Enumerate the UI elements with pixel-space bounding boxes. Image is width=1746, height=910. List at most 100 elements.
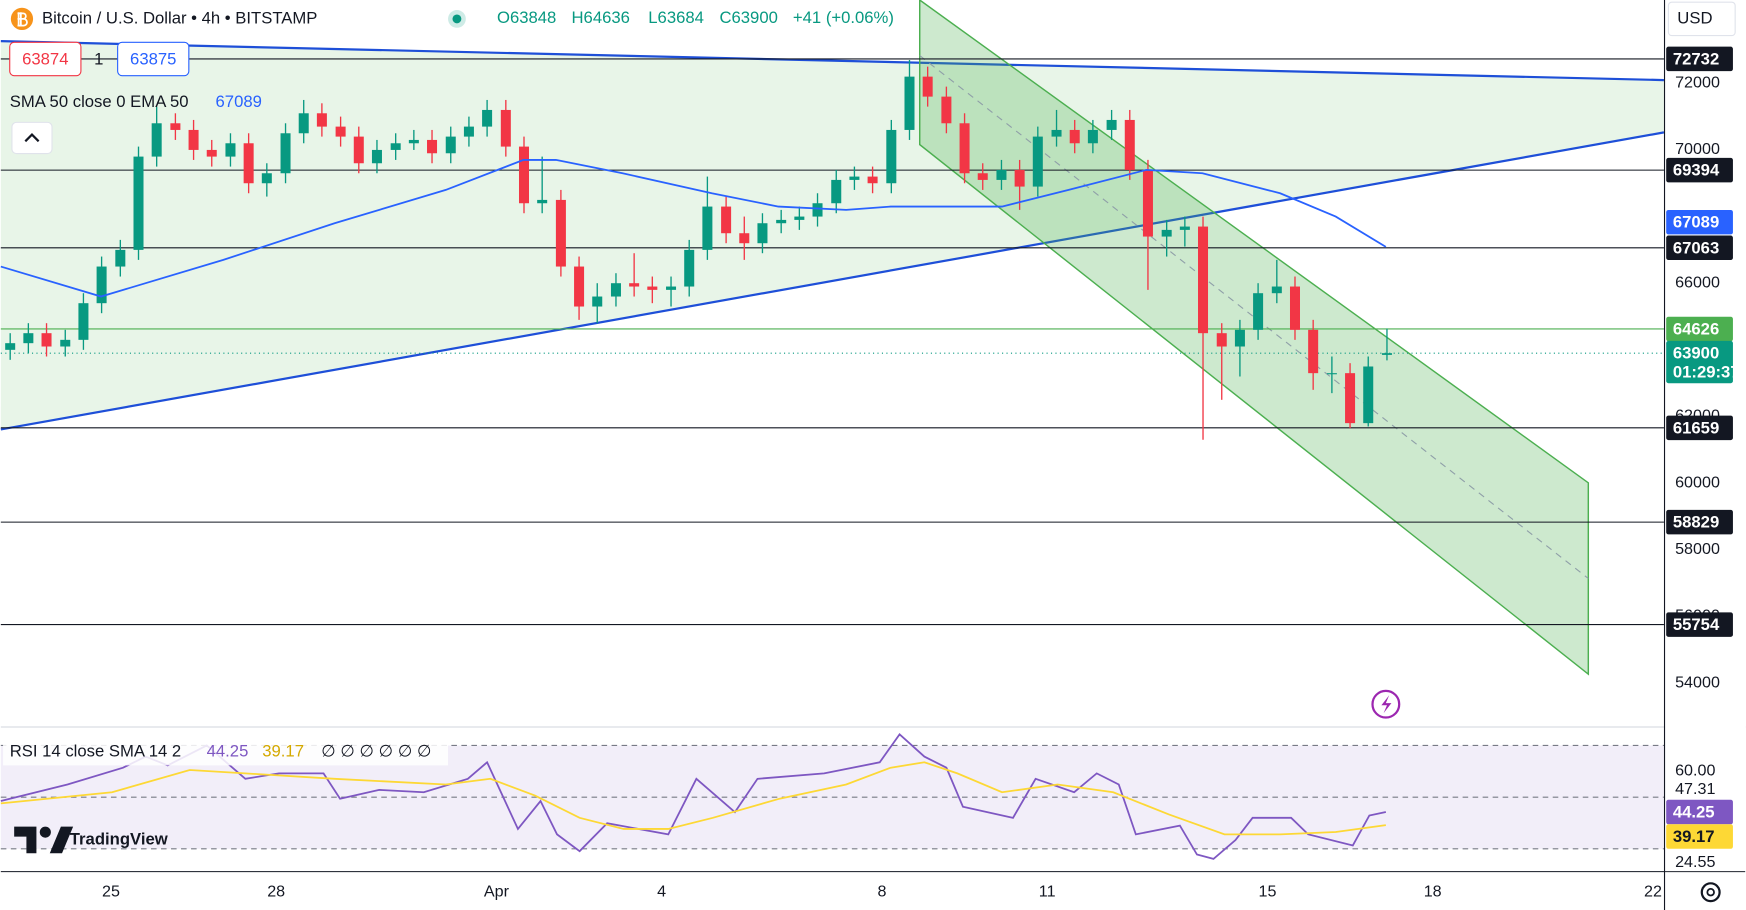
candle-body [1069, 129, 1080, 144]
sell-button[interactable] [9, 41, 82, 77]
candle-body [78, 303, 89, 340]
candle-body [610, 283, 621, 297]
x-tick-label: 25 [102, 882, 120, 900]
candle-body [757, 223, 768, 244]
candle-body [666, 286, 677, 290]
candle-body [922, 76, 933, 97]
y-tick-label: 60000 [1675, 473, 1720, 491]
candle-body [390, 143, 401, 150]
level-tag-bg [1666, 415, 1733, 441]
last-price-tag-countdown: 01:29:37 [1673, 363, 1740, 382]
rsi-placeholders: ∅ ∅ ∅ ∅ ∅ ∅ [321, 741, 431, 760]
series-tag: 67089 [1673, 213, 1719, 232]
logo-mark [14, 826, 74, 854]
level-tag: 69394 [1673, 161, 1720, 180]
level-tag: 58829 [1673, 513, 1719, 532]
green-level-tag: 64626 [1673, 319, 1719, 338]
candle-body [463, 126, 474, 137]
candle-body [555, 199, 566, 267]
y-tick-label: 72000 [1675, 74, 1720, 92]
candle-body [298, 113, 309, 134]
candle-body [1253, 293, 1264, 330]
x-tick-label: Apr [484, 882, 510, 900]
indicator-value: 67089 [216, 92, 262, 111]
y-tick-label: 66000 [1675, 273, 1720, 291]
candle-body [243, 143, 254, 184]
x-tick-label: 11 [1039, 882, 1056, 900]
levels [0, 58, 1664, 626]
settings-icon[interactable] [1700, 882, 1721, 903]
lightning-glyph [1381, 695, 1392, 714]
level-tag-bg [1666, 509, 1733, 535]
candle-body [96, 266, 107, 304]
candle-body [867, 176, 878, 184]
candle-body [316, 113, 327, 127]
level-tag-bg [1666, 157, 1733, 183]
rsi-tick-label: 24.55 [1675, 853, 1715, 871]
chevron-icon [24, 133, 40, 143]
candle-body [23, 333, 34, 344]
candle-body [794, 216, 805, 220]
currency-button[interactable] [1667, 1, 1736, 37]
candle-body [537, 199, 548, 204]
logo-text[interactable]: TradingView [70, 829, 168, 848]
candle-body [1179, 226, 1190, 230]
candle-body [1124, 119, 1135, 170]
y-tick-label: 70000 [1675, 140, 1720, 158]
candle-body [776, 219, 787, 224]
x-tick-label: 22 [1644, 882, 1662, 900]
candle-body [1198, 226, 1209, 334]
candle-body [41, 333, 52, 347]
sell-price: 63874 [22, 49, 68, 68]
settings-icon-center [1706, 887, 1715, 897]
candle-body [1308, 329, 1319, 374]
rsi-sma-value: 39.17 [262, 741, 304, 760]
candle-body [1051, 129, 1062, 137]
candle-body [812, 203, 823, 217]
channel [919, 0, 1590, 676]
axes: 5400056000580006000062000640006600068000… [102, 46, 1740, 900]
last-price-tag-bg [1666, 340, 1733, 384]
ohlc-low: L63684 [648, 8, 704, 27]
spread: 1 [94, 49, 103, 68]
candle-body [629, 283, 640, 287]
candle-body [849, 176, 860, 180]
candle-body [500, 109, 511, 147]
candle-body [1106, 119, 1117, 130]
symbol-title: Bitcoin / U.S. Dollar • 4h • BITSTAMP [42, 8, 317, 27]
candle-body [1271, 286, 1282, 294]
ohlc-high: H64636 [572, 8, 630, 27]
candle-body [261, 173, 272, 184]
market-status-dot [452, 14, 462, 24]
x-tick-label: 15 [1258, 882, 1276, 900]
y-tick-label: 58000 [1675, 540, 1720, 558]
rsi-legend-bg [3, 736, 449, 766]
series-tag-bg [1666, 209, 1733, 235]
level-tag: 55754 [1673, 615, 1720, 634]
candle-body [1014, 169, 1025, 187]
candle-body [1216, 333, 1227, 347]
candle-body [280, 133, 291, 174]
candle-body [1234, 329, 1245, 347]
trend-line [0, 40, 1664, 82]
candle-body [977, 173, 988, 180]
candle-body [831, 179, 842, 204]
candle-body [335, 126, 346, 137]
x-tick-label: 4 [657, 882, 666, 900]
candle-body [151, 123, 162, 157]
candle-body [1087, 129, 1098, 144]
candle-body [1345, 373, 1356, 424]
rsi-value: 44.25 [207, 741, 249, 760]
level-tag: 67063 [1673, 238, 1719, 257]
trend-line [0, 131, 1665, 431]
level-tag: 61659 [1673, 418, 1719, 437]
ohlc: O63848 H64636 L63684 C63900 +41 (+0.06%) [497, 8, 894, 27]
level-tag: 72732 [1673, 49, 1719, 68]
x-tick-label: 28 [267, 882, 285, 900]
candle-body [170, 123, 181, 130]
collapse-button[interactable] [11, 121, 53, 155]
bitcoin-glyph [17, 12, 28, 27]
ohlc-open: O63848 [497, 8, 556, 27]
buy-button[interactable] [117, 41, 190, 77]
candle-body [647, 286, 658, 290]
